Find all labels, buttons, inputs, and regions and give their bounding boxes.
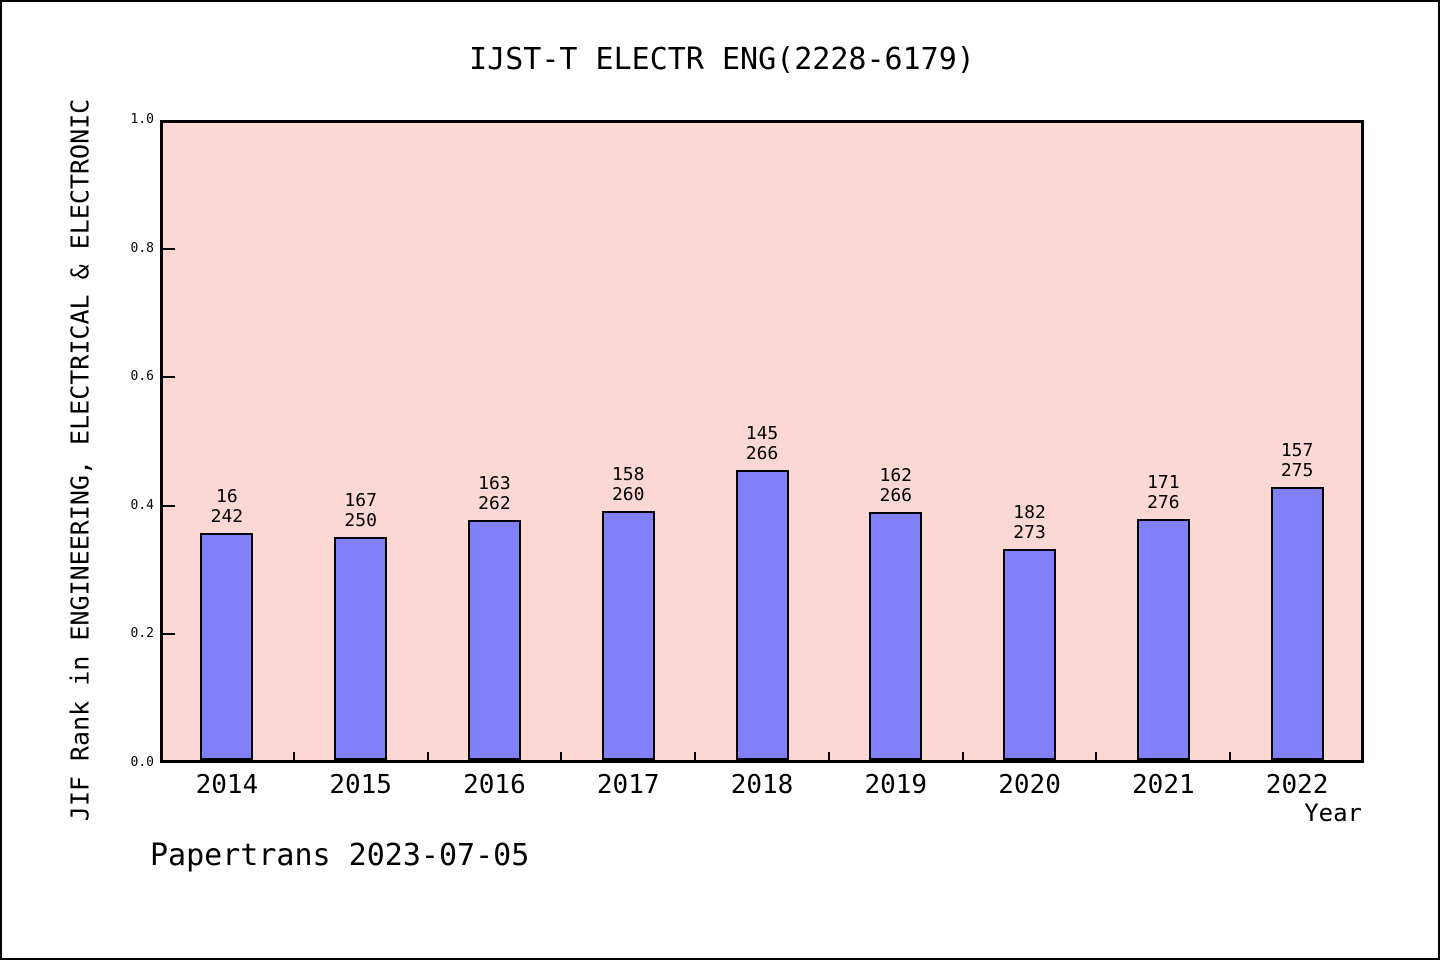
y-tick-label: 0.6 xyxy=(130,369,154,385)
x-tick-mark xyxy=(292,752,295,760)
y-tick-label: 0.8 xyxy=(130,240,154,256)
bar xyxy=(467,519,521,760)
x-category-label: 2015 xyxy=(329,770,392,800)
x-tick-mark xyxy=(961,752,964,760)
bar xyxy=(1270,486,1324,760)
footer-watermark: Papertrans 2023-07-05 xyxy=(150,838,530,873)
x-category-label: 2014 xyxy=(195,770,259,800)
y-tick-mark xyxy=(163,633,175,636)
bar xyxy=(1136,518,1190,760)
y-tick-label: 1.0 xyxy=(130,112,154,127)
x-tick-mark xyxy=(827,752,830,760)
y-tick-mark xyxy=(163,504,175,507)
x-tick-mark xyxy=(1095,752,1098,760)
bar-value-label: 145 266 xyxy=(745,423,779,465)
x-tick-mark xyxy=(560,752,563,760)
x-category-label: 2021 xyxy=(1132,770,1195,800)
bar-value-label: 182 273 xyxy=(1013,501,1046,543)
x-category-label: 2019 xyxy=(864,770,928,800)
bar xyxy=(1003,548,1057,760)
bar-value-label: 163 262 xyxy=(478,472,511,514)
x-category-label: 2017 xyxy=(596,770,660,800)
x-axis-label: Year xyxy=(1304,799,1362,827)
bar xyxy=(334,536,388,760)
bar-value-label: 16 242 xyxy=(210,486,244,528)
x-category-label: 2018 xyxy=(730,770,794,800)
bar-value-label: 167 250 xyxy=(344,489,377,531)
bar-value-label: 157 275 xyxy=(1280,439,1314,481)
y-tick-mark xyxy=(163,247,175,250)
bar xyxy=(601,510,655,760)
y-tick-label: 0.0 xyxy=(130,755,154,770)
y-axis-label: JIF Rank in ENGINEERING, ELECTRICAL & EL… xyxy=(65,98,95,822)
bar-value-label: 171 276 xyxy=(1147,471,1180,513)
y-tick-label: 0.2 xyxy=(130,626,154,642)
bar xyxy=(200,533,254,760)
y-tick-mark xyxy=(163,376,175,379)
x-category-label: 2020 xyxy=(998,770,1061,800)
bar-value-label: 162 266 xyxy=(879,465,913,507)
x-category-label: 2016 xyxy=(463,770,526,800)
bar xyxy=(735,470,789,760)
bar-value-label: 158 260 xyxy=(611,463,645,505)
x-tick-mark xyxy=(426,752,429,760)
x-tick-mark xyxy=(1229,752,1232,760)
chart-title: IJST-T ELECTR ENG(2228-6179) xyxy=(469,42,975,77)
x-category-label: 2022 xyxy=(1265,770,1329,800)
bar xyxy=(869,512,923,760)
x-tick-mark xyxy=(694,752,697,760)
y-tick-label: 0.4 xyxy=(130,497,154,513)
